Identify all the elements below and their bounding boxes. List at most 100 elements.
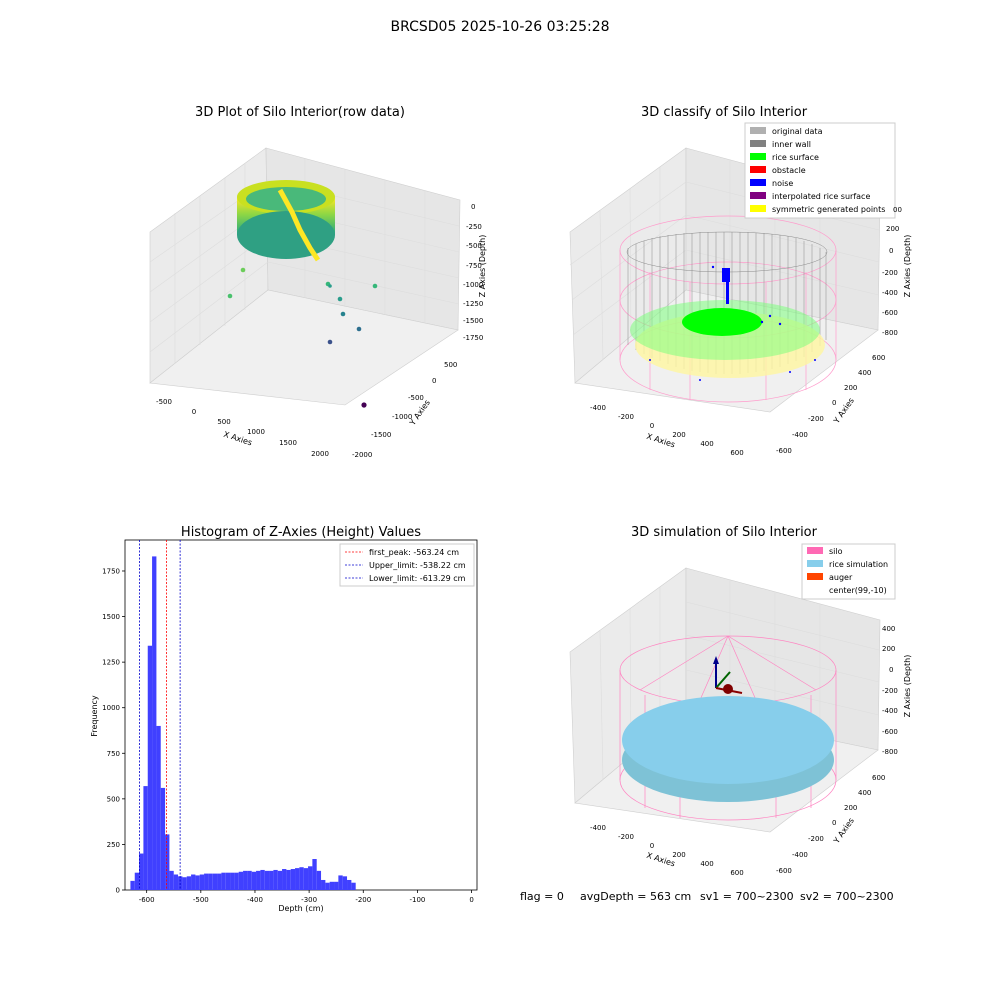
histogram-bar	[152, 556, 157, 890]
simulation-ytick: 200	[844, 804, 857, 812]
simulation-ztick: 0	[889, 666, 893, 674]
simulation-ztick: -800	[882, 748, 898, 756]
histogram-bar	[269, 870, 274, 890]
classify-xtick: 0	[650, 422, 654, 430]
histogram-bar	[221, 872, 226, 890]
raw-xtick: 2000	[311, 450, 329, 458]
histogram-bar	[295, 868, 300, 890]
classify-ytick: 600	[872, 354, 885, 362]
legend-item: symmetric generated points	[750, 205, 885, 214]
histogram-bar	[334, 881, 339, 890]
histogram-bar	[230, 872, 235, 890]
histogram-bar	[251, 871, 257, 890]
simulation-xtick: -200	[618, 833, 634, 841]
classify-ytick: 400	[858, 369, 871, 377]
classify-ytick: -600	[776, 447, 792, 455]
panel-simulation-title: 3D simulation of Silo Interior	[631, 525, 818, 540]
footer-flag: flag = 0	[520, 890, 564, 903]
simulation-ytick: -400	[792, 851, 808, 859]
histogram-bar	[303, 868, 309, 890]
histogram-bar	[247, 870, 252, 890]
histogram-xlabel: Depth (cm)	[278, 904, 323, 913]
histogram-bar	[191, 874, 196, 890]
simulation-silo-wire	[619, 635, 837, 821]
simulation-yticks: 600 400 200 0 -200 -400 -600	[776, 774, 885, 875]
histogram-bar	[260, 869, 265, 890]
raw-ytick: -500	[408, 394, 424, 402]
simulation-xtick: -400	[590, 824, 606, 832]
classify-noise	[649, 265, 816, 381]
simulation-xtick: 0	[650, 842, 654, 850]
legend-swatch	[750, 153, 766, 160]
simulation-ytick: -200	[808, 835, 824, 843]
panel-raw-3d: 3D Plot of Silo Interior(row data)	[149, 105, 487, 459]
histogram-bar	[195, 875, 200, 890]
histogram-ytick: 1000	[102, 704, 120, 712]
raw-zticks: 0 -250 -500 -750 -1000 -1250 -1500 -1750	[463, 203, 483, 342]
classify-xticks: -400 -200 0 200 400 600	[590, 404, 744, 457]
legend-item: rice simulation	[807, 560, 888, 569]
histogram-bar	[256, 870, 261, 890]
classify-rice-core	[682, 308, 762, 336]
histogram-bar	[308, 866, 313, 890]
figure-suptitle: BRCSD05 2025-10-26 03:25:28	[390, 19, 609, 35]
simulation-xtick: 200	[672, 851, 685, 859]
classify-ztick: -800	[882, 329, 898, 337]
legend-label: first_peak: -563.24 cm	[369, 548, 459, 557]
legend-item: obstacle	[750, 166, 806, 175]
footer-sv2: sv2 = 700~2300	[800, 890, 894, 903]
classify-xtick: 200	[672, 431, 685, 439]
simulation-ztick: 200	[882, 645, 895, 653]
histogram-bar	[217, 873, 222, 890]
histogram-bar	[139, 853, 144, 890]
histogram-legend-box	[339, 543, 475, 587]
raw-ztick: -1500	[463, 317, 483, 325]
legend-label: noise	[772, 179, 793, 188]
raw-ytick: 500	[444, 361, 457, 369]
legend-label: rice simulation	[829, 560, 888, 569]
legend-swatch	[750, 166, 766, 173]
simulation-xtick: 400	[700, 860, 713, 868]
simulation-ytick: 400	[858, 789, 871, 797]
legend-label: original data	[772, 127, 823, 136]
histogram-ytick: 500	[107, 795, 120, 803]
histogram-bar	[156, 725, 161, 890]
raw-ztick: 0	[471, 203, 475, 211]
panel-classify-3d: 3D classify of Silo Interior	[569, 105, 912, 457]
histogram-bar	[143, 786, 148, 890]
histogram-bar	[329, 881, 335, 890]
histogram-bar	[208, 873, 213, 890]
legend-swatch	[750, 179, 766, 186]
histogram-bar	[286, 869, 291, 890]
simulation-xticks: -400 -200 0 200 400 600	[590, 824, 744, 877]
raw-ytick: -2000	[352, 451, 372, 459]
histogram-xticks: -600 -500 -400 -300 -200 -100 0	[139, 890, 474, 904]
simulation-ztick: -600	[882, 728, 898, 736]
histogram-bar	[225, 872, 231, 890]
classify-ztick: -600	[882, 309, 898, 317]
raw-ring-bottom	[237, 211, 335, 259]
histogram-bar	[130, 880, 135, 890]
histogram-bar	[351, 882, 356, 890]
classify-xtick: 600	[730, 449, 743, 457]
histogram-bar	[199, 874, 205, 890]
histogram-bar	[342, 876, 348, 890]
classify-ztick-partial: 00	[893, 206, 902, 214]
simulation-rice-top	[622, 696, 834, 784]
legend-swatch	[750, 205, 766, 212]
simulation-zticks: 400 200 0 -200 -400 -600 -800	[882, 625, 898, 756]
legend-item: first_peak: -563.24 cm	[345, 548, 459, 557]
legend-label: inner wall	[772, 140, 811, 149]
legend-label: auger	[829, 573, 853, 582]
legend-swatch	[750, 192, 766, 199]
histogram-xtick: -200	[355, 896, 371, 904]
legend-swatch	[807, 573, 823, 580]
classify-xtick: -200	[618, 413, 634, 421]
histogram-title: Histogram of Z-Axies (Height) Values	[181, 525, 421, 540]
legend-label: center(99,-10)	[829, 586, 887, 595]
panel-histogram: Histogram of Z-Axies (Height) Values -60…	[90, 525, 478, 913]
simulation-gridlines	[599, 580, 880, 781]
classify-ytick: -400	[792, 431, 808, 439]
raw-ytick: -1000	[392, 413, 412, 421]
